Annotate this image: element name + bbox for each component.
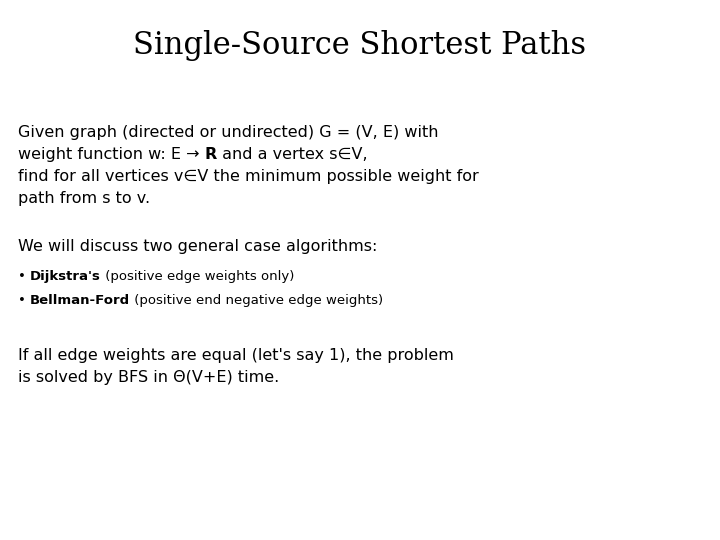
Text: (positive end negative edge weights): (positive end negative edge weights): [130, 294, 383, 307]
Text: Dijkstra's: Dijkstra's: [30, 270, 101, 283]
Text: and a vertex s∈V,: and a vertex s∈V,: [217, 147, 367, 162]
Text: weight function w: E →: weight function w: E →: [18, 147, 204, 162]
Text: Bellman-Ford: Bellman-Ford: [30, 294, 130, 307]
Text: Given graph (directed or undirected) G = (V, E) with: Given graph (directed or undirected) G =…: [18, 125, 438, 140]
Text: •: •: [18, 270, 30, 283]
Text: We will discuss two general case algorithms:: We will discuss two general case algorit…: [18, 239, 377, 254]
Text: •: •: [18, 294, 30, 307]
Text: is solved by BFS in Θ(V+E) time.: is solved by BFS in Θ(V+E) time.: [18, 370, 279, 384]
Text: find for all vertices v∈V the minimum possible weight for: find for all vertices v∈V the minimum po…: [18, 169, 479, 184]
Text: path from s to v.: path from s to v.: [18, 191, 150, 206]
Text: (positive edge weights only): (positive edge weights only): [101, 270, 294, 283]
Text: If all edge weights are equal (let's say 1), the problem: If all edge weights are equal (let's say…: [18, 348, 454, 363]
Text: Single-Source Shortest Paths: Single-Source Shortest Paths: [133, 30, 587, 61]
Text: R: R: [204, 147, 217, 162]
